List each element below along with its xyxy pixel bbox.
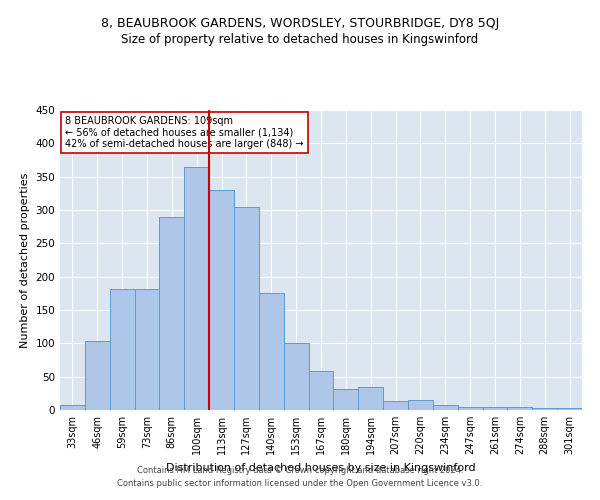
Bar [134,290,160,410]
Bar [110,290,134,410]
Bar [160,216,184,410]
Bar [358,386,383,410]
Bar [557,408,582,410]
Bar [408,400,433,410]
Bar [234,208,259,410]
Bar [334,388,358,410]
Bar [308,372,334,410]
Text: 8, BEAUBROOK GARDENS, WORDSLEY, STOURBRIDGE, DY8 5QJ: 8, BEAUBROOK GARDENS, WORDSLEY, STOURBRI… [101,18,499,30]
Bar [60,404,85,410]
X-axis label: Distribution of detached houses by size in Kingswinford: Distribution of detached houses by size … [166,462,476,472]
Text: Size of property relative to detached houses in Kingswinford: Size of property relative to detached ho… [121,32,479,46]
Bar [259,294,284,410]
Bar [284,344,308,410]
Bar [482,406,508,410]
Text: Contains HM Land Registry data © Crown copyright and database right 2024.
Contai: Contains HM Land Registry data © Crown c… [118,466,482,487]
Bar [85,340,110,410]
Bar [458,406,482,410]
Bar [508,406,532,410]
Y-axis label: Number of detached properties: Number of detached properties [20,172,30,348]
Bar [184,166,209,410]
Bar [383,402,408,410]
Bar [209,190,234,410]
Bar [433,404,458,410]
Text: 8 BEAUBROOK GARDENS: 109sqm
← 56% of detached houses are smaller (1,134)
42% of : 8 BEAUBROOK GARDENS: 109sqm ← 56% of det… [65,116,304,149]
Bar [532,408,557,410]
